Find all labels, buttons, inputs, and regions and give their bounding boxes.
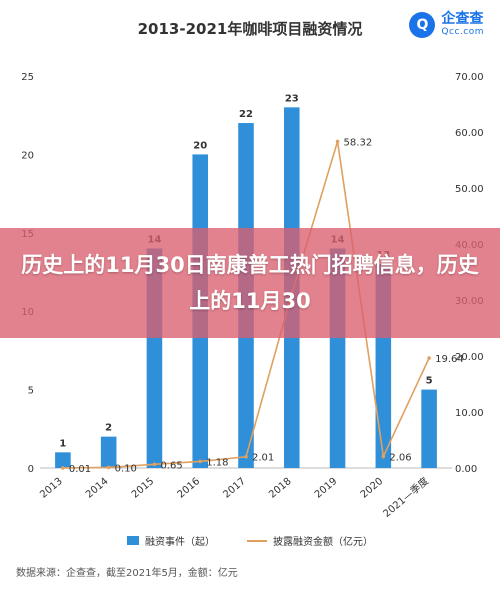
legend-item-bar: 融资事件（起）	[127, 533, 215, 548]
bar-value-label: 20	[193, 140, 207, 151]
bar-value-label: 5	[426, 376, 433, 387]
article-title-banner: 历史上的11月30日南康普工热门招聘信息，历史上的11月30	[0, 228, 500, 338]
line-value-label: 19.64	[435, 354, 464, 365]
y-right-tick-label: 70.00	[455, 72, 484, 83]
line-point	[244, 454, 248, 459]
legend-line-label: 披露融资金额（亿元）	[273, 537, 373, 548]
x-tick-label: 2013	[38, 476, 65, 501]
y-right-tick-label: 20.00	[455, 352, 484, 363]
x-tick-label: 2016	[176, 476, 203, 501]
bar-value-label: 23	[285, 93, 299, 104]
x-tick-label: 2020	[359, 476, 386, 501]
qcc-logo: Q 企查查 Qcc.com	[409, 11, 484, 38]
article-title: 历史上的11月30日南康普工热门招聘信息，历史上的11月30	[21, 253, 479, 313]
bar	[421, 389, 437, 468]
bar-value-label: 2	[105, 423, 112, 434]
legend-line-swatch	[247, 539, 267, 542]
line-value-label: 0.01	[69, 464, 91, 475]
legend-item-line: 披露融资金额（亿元）	[247, 533, 373, 548]
line-value-label: 2.01	[252, 453, 274, 464]
y-right-tick-label: 60.00	[455, 128, 484, 139]
bar-value-label: 1	[59, 438, 66, 449]
chart-title: 2013-2021年咖啡项目融资情况	[137, 20, 363, 38]
x-tick-label: 2018	[267, 476, 294, 501]
bar	[100, 436, 117, 468]
y-right-tick-label: 0.00	[455, 464, 477, 475]
bar	[55, 452, 71, 468]
line-point	[427, 356, 431, 360]
line-point	[335, 139, 340, 144]
x-tick-label: 2015	[130, 476, 157, 501]
y-left-tick-label: 5	[28, 386, 34, 397]
legend-bar-swatch	[127, 536, 139, 545]
bar-value-label: 22	[239, 109, 253, 120]
y-left-tick-label: 25	[21, 72, 34, 83]
line-value-label: 0.10	[115, 463, 137, 474]
y-right-tick-label: 50.00	[455, 184, 484, 195]
line-value-label: 2.06	[389, 452, 411, 463]
chart-legend: 融资事件（起） 披露融资金额（亿元）	[0, 533, 500, 548]
legend-bar-label: 融资事件（起）	[145, 537, 215, 548]
y-right-tick-label: 10.00	[455, 408, 484, 419]
x-tick-label: 2019	[313, 476, 340, 501]
line-point	[106, 465, 111, 470]
x-tick-label: 2014	[84, 476, 111, 501]
logo-domain: Qcc.com	[441, 26, 484, 37]
logo-name: 企查查	[441, 11, 484, 28]
line-value-label: 0.65	[160, 460, 182, 471]
y-left-tick-label: 20	[21, 150, 34, 161]
qcc-logo-icon: Q	[409, 12, 436, 38]
line-value-label: 1.18	[206, 457, 228, 468]
line-point	[152, 462, 157, 467]
x-tick-label: 2017	[221, 476, 248, 501]
line-point	[61, 466, 65, 470]
x-tick-label: 2021—季度	[380, 474, 431, 520]
line-point	[198, 459, 203, 464]
y-left-tick-label: 0	[28, 464, 34, 475]
line-value-label: 58.32	[344, 137, 373, 148]
data-source-note: 数据来源：企查查，截至2021年5月，金额：亿元	[16, 568, 238, 579]
line-point	[381, 454, 386, 459]
